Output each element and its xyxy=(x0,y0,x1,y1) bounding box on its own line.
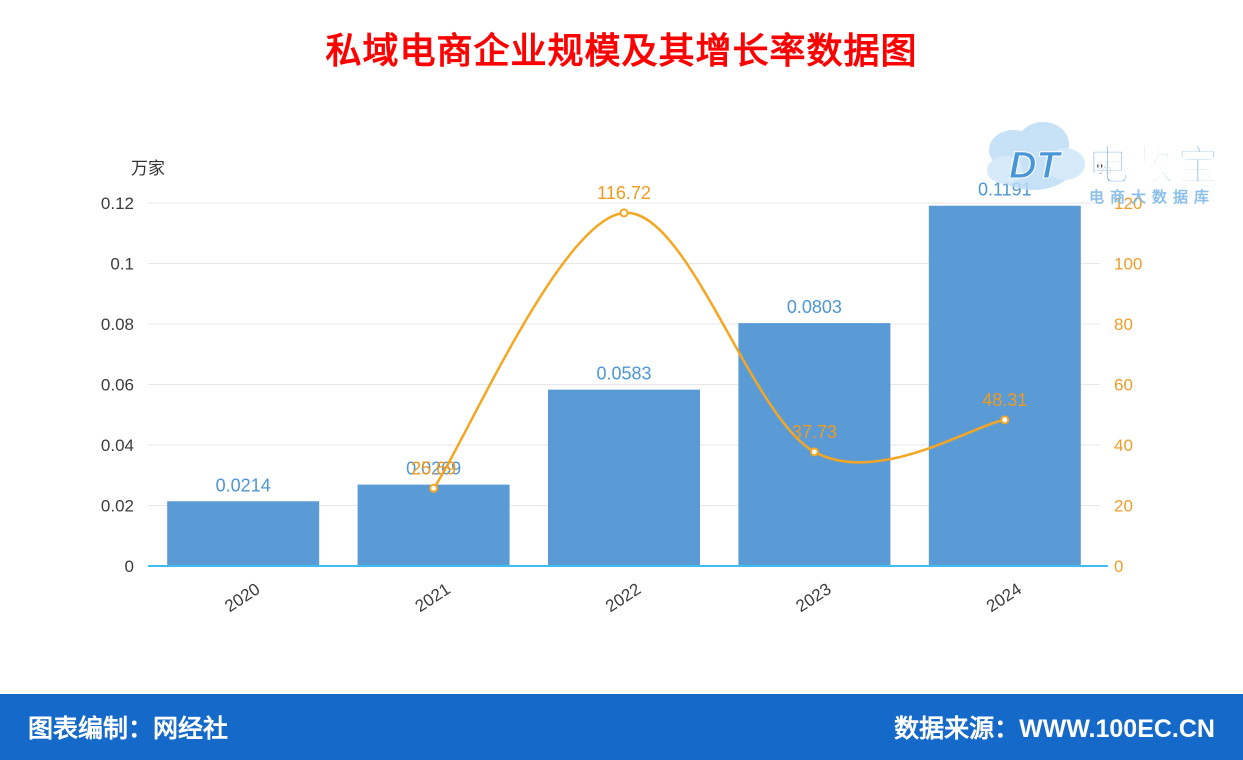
bar-label-2022: 0.0583 xyxy=(596,364,651,384)
x-axis-label-2022: 2022 xyxy=(602,579,644,616)
footer-credit: 图表编制：网经社 xyxy=(28,715,229,743)
left-axis-tick: 0.04 xyxy=(101,436,134,455)
chart-title: 私域电商企业规模及其增长率数据图 xyxy=(325,30,918,71)
right-axis-tick: 80 xyxy=(1114,315,1133,334)
left-axis-tick: 0.1 xyxy=(110,255,134,274)
bar-label-2021: 0.0269 xyxy=(406,459,461,479)
line-marker-2022 xyxy=(619,208,629,218)
right-axis-tick: 0 xyxy=(1114,557,1123,576)
dianshubao-logo: DT 电数宝 电商大数据库 xyxy=(975,108,1243,218)
line-marker-2023 xyxy=(809,447,819,457)
x-axis-label-2024: 2024 xyxy=(983,579,1025,616)
right-axis-tick: 100 xyxy=(1114,255,1142,274)
left-axis-tick: 0.12 xyxy=(101,194,134,213)
line-label-2023: 37.73 xyxy=(792,422,837,442)
bar-label-2020: 0.0214 xyxy=(216,475,271,495)
x-axis-label-2020: 2020 xyxy=(221,579,263,616)
right-axis-tick: 40 xyxy=(1114,436,1133,455)
bar-2022 xyxy=(548,389,700,566)
line-label-2022: 116.72 xyxy=(597,183,651,203)
cloud-dt-text: DT xyxy=(1009,145,1062,187)
left-axis-tick: 0.02 xyxy=(101,497,134,516)
left-axis-tick: 0.08 xyxy=(101,315,134,334)
bar-2024 xyxy=(928,205,1081,566)
bar-2020 xyxy=(167,501,320,566)
line-label-2021: 25.69 xyxy=(411,458,456,478)
x-axis-label-2023: 2023 xyxy=(793,579,835,616)
line-marker-2024 xyxy=(1000,415,1010,425)
footer-bar: 图表编制：网经社 数据来源：WWW.100EC.CN xyxy=(0,694,1243,760)
left-axis-name: 万家 xyxy=(131,159,165,178)
x-axis-label-2021: 2021 xyxy=(412,579,454,616)
left-axis-tick: 0.06 xyxy=(101,376,134,395)
growth-line xyxy=(432,211,1006,489)
logo-subtitle: 电商大数据库 xyxy=(1089,189,1216,206)
bar-2023 xyxy=(738,323,891,566)
cloud-icon: DT xyxy=(987,122,1085,190)
bar-label-2023: 0.0803 xyxy=(787,297,842,317)
line-marker-2021 xyxy=(429,483,439,493)
bar-2021 xyxy=(357,484,510,566)
left-axis-tick: 0 xyxy=(125,557,134,576)
right-axis-tick: 20 xyxy=(1114,497,1133,516)
footer-source: 数据来源：WWW.100EC.CN xyxy=(894,715,1215,743)
right-axis-tick: 60 xyxy=(1114,376,1133,395)
logo-name: 电数宝 xyxy=(1086,141,1223,190)
line-label-2024: 48.31 xyxy=(982,390,1027,410)
